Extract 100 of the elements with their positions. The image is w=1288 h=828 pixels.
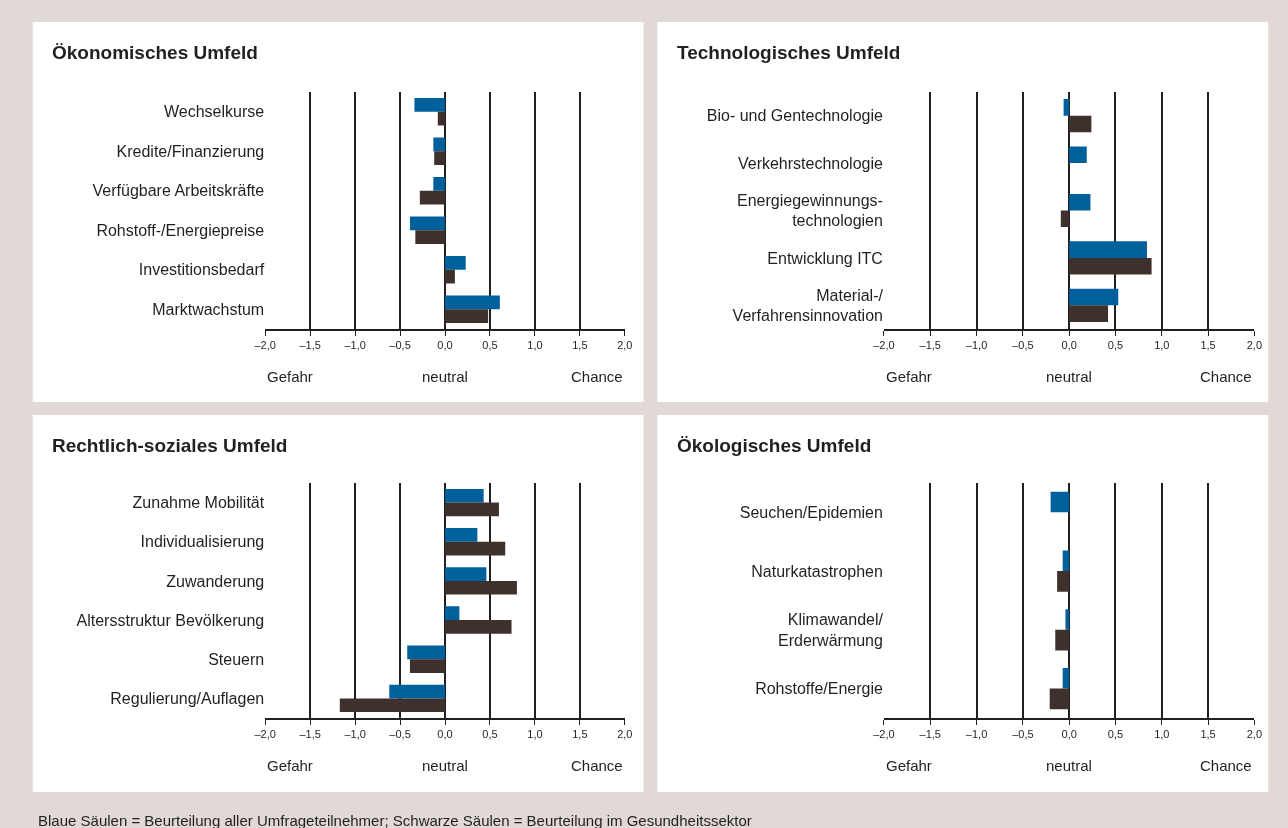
text: Chance <box>571 368 623 385</box>
bar <box>389 684 445 699</box>
bar <box>445 606 460 621</box>
y-tick-label: Kredite/Finanzierung <box>116 142 265 160</box>
y-tick-label: Naturkatastrophen <box>751 562 883 580</box>
text: Gefahr <box>267 757 313 774</box>
text: neutral <box>1046 368 1092 385</box>
bar <box>414 97 445 112</box>
x-tick-label: 2,0 <box>1246 339 1263 352</box>
x-tick-label: –1,5 <box>299 728 321 741</box>
x-tick-label: –1,0 <box>344 728 366 741</box>
y-tick-label: Verkehrstechnologie <box>737 154 884 172</box>
bar <box>445 255 466 270</box>
y-tick-label: Zuwanderung <box>166 572 265 590</box>
bar <box>1060 210 1070 228</box>
text: Chance <box>1200 368 1252 385</box>
x-tick-label: 0,0 <box>437 339 453 352</box>
x-tick-label: 0,5 <box>482 339 498 352</box>
text: Gefahr <box>267 368 313 385</box>
y-tick-label: Rohstoff-/Energiepreise <box>96 221 265 239</box>
bar <box>437 111 445 126</box>
x-tick-label: –1,5 <box>919 728 941 741</box>
text: Gefahr <box>886 368 932 385</box>
bar <box>433 137 445 152</box>
x-tick-label: –1,5 <box>919 339 941 352</box>
x-tick-label: –1,0 <box>965 339 988 352</box>
bar <box>1069 257 1152 275</box>
bar <box>445 502 499 517</box>
x-tick-label: 1,5 <box>572 728 588 741</box>
bar <box>1069 241 1147 258</box>
bar <box>407 645 445 660</box>
y-tick-label: Marktwachstum <box>152 300 265 318</box>
y-tick-label: Altersstruktur Bevölkerung <box>76 611 265 629</box>
bar <box>445 541 506 556</box>
y-tick-label: Klimawandel/ Erderwärmung <box>777 611 884 649</box>
x-tick-label: 0,5 <box>482 728 498 741</box>
bar <box>445 620 512 634</box>
chart-title: Rechtlich-soziales Umfeld <box>52 435 288 456</box>
text: neutral <box>1046 757 1092 774</box>
text: Chance <box>1200 757 1252 774</box>
x-tick-label: 2,0 <box>1246 728 1263 741</box>
x-tick-label: –0,5 <box>389 339 411 352</box>
y-tick-label: Investitionsbedarf <box>138 261 265 279</box>
x-tick-label: 1,0 <box>527 728 543 741</box>
bar <box>419 190 445 205</box>
x-tick-label: 1,5 <box>1200 728 1216 741</box>
text: Chance <box>571 757 623 774</box>
x-tick-label: 1,0 <box>527 339 543 352</box>
y-tick-label: Energiegewinnungs- technologien <box>737 191 883 230</box>
y-tick-label: Verfügbare Arbeitskräfte <box>92 182 265 200</box>
y-tick-label: Material-/ Verfahrensinnovation <box>732 286 884 325</box>
y-tick-label: Individualisierung <box>140 533 265 551</box>
y-tick-label: Bio- und Gentechnologie <box>706 107 884 125</box>
bar <box>434 151 445 166</box>
y-tick-label: Seuchen/Epidemien <box>739 503 883 521</box>
bar <box>409 659 445 673</box>
x-tick-label: –2,0 <box>873 339 895 352</box>
bar <box>445 488 484 503</box>
x-tick-label: –0,5 <box>1012 339 1034 352</box>
x-tick-label: 0,0 <box>1061 728 1077 741</box>
bar <box>433 176 445 191</box>
y-tick-label: Rohstoffe/Energie <box>755 680 884 698</box>
bar <box>445 567 487 581</box>
bar <box>445 309 489 324</box>
bar <box>415 230 445 245</box>
chart-title: Ökonomisches Umfeld <box>52 42 258 63</box>
bar <box>445 580 517 595</box>
bar <box>1063 99 1070 116</box>
x-tick-label: –1,0 <box>965 728 988 741</box>
x-tick-label: –2,0 <box>254 728 276 741</box>
bar <box>445 528 478 542</box>
y-tick-label: Steuern <box>208 650 265 668</box>
text: Gefahr <box>886 757 932 774</box>
bar <box>1069 193 1091 211</box>
bar <box>1069 146 1087 164</box>
x-tick-label: 1,0 <box>1154 728 1170 741</box>
x-tick-label: –1,5 <box>299 339 321 352</box>
bar <box>1069 115 1092 133</box>
x-tick-label: –2,0 <box>254 339 276 352</box>
chart-title: Ökologisches Umfeld <box>677 435 872 456</box>
y-tick-label: Regulierung/Auflagen <box>110 690 265 708</box>
x-tick-label: 0,0 <box>1061 339 1077 352</box>
x-tick-label: 1,5 <box>1200 339 1216 352</box>
text: neutral <box>422 368 468 385</box>
bar <box>409 216 445 231</box>
bar <box>339 698 445 713</box>
x-tick-label: 0,5 <box>1107 728 1124 741</box>
x-tick-label: 0,0 <box>437 728 453 741</box>
bar <box>445 295 500 310</box>
bar <box>1069 305 1109 322</box>
y-tick-label: Entwicklung ITC <box>767 249 883 267</box>
y-tick-label: Wechselkurse <box>164 103 265 121</box>
x-tick-label: –1,0 <box>344 339 366 352</box>
chart-title: Technologisches Umfeld <box>677 42 901 63</box>
x-tick-label: 0,5 <box>1107 339 1124 352</box>
x-tick-label: 1,0 <box>1154 339 1170 352</box>
x-tick-label: –2,0 <box>873 728 895 741</box>
x-tick-label: 1,5 <box>572 339 588 352</box>
x-tick-label: 2,0 <box>617 728 633 741</box>
bar <box>445 269 455 284</box>
